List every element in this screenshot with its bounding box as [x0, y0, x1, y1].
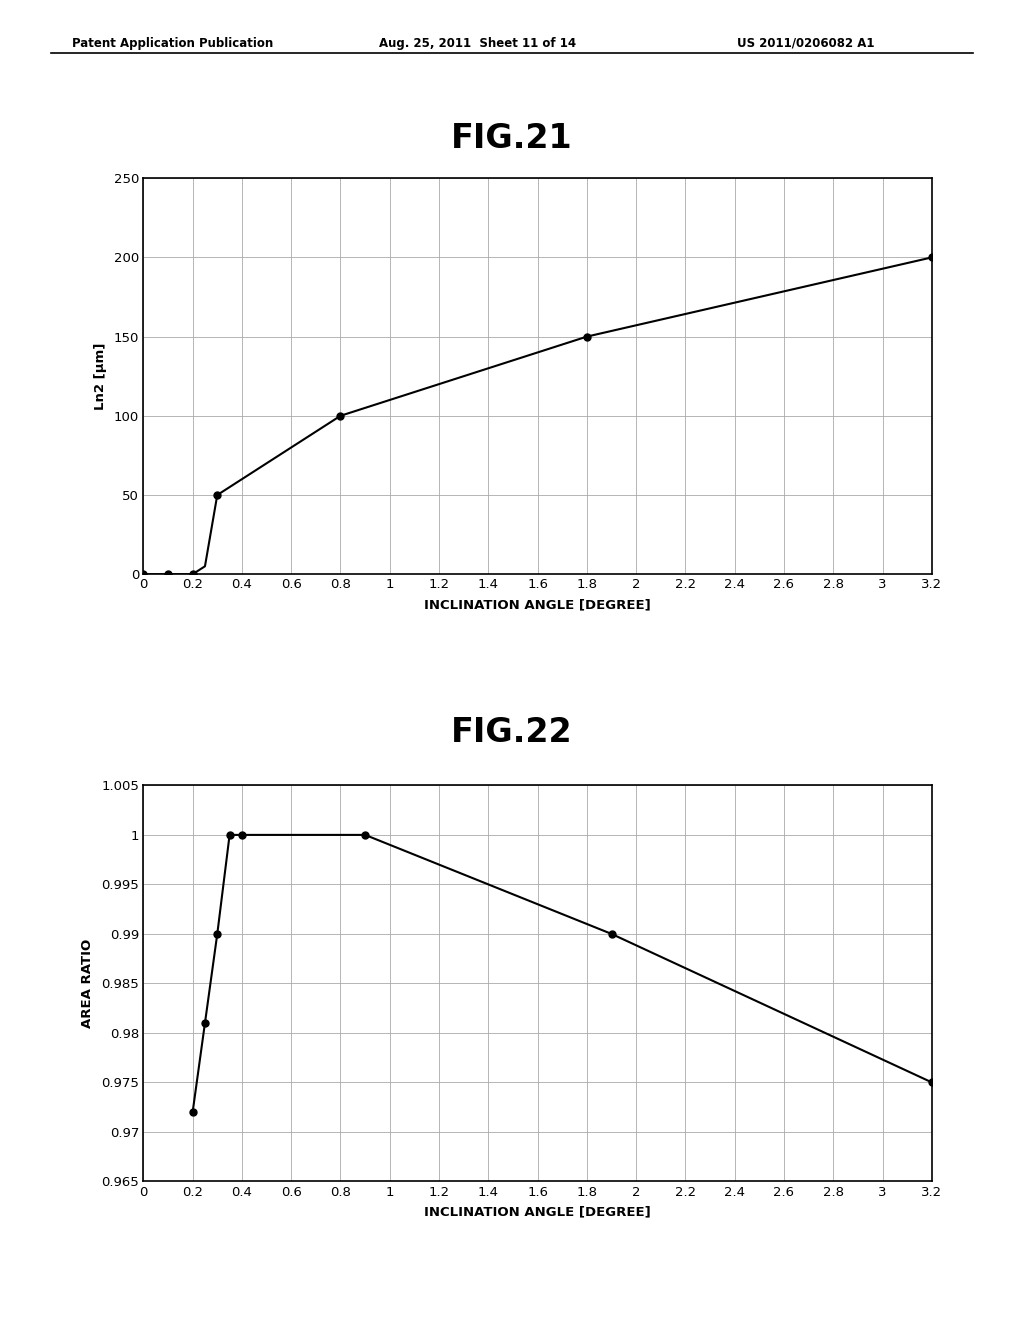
Text: Aug. 25, 2011  Sheet 11 of 14: Aug. 25, 2011 Sheet 11 of 14: [379, 37, 577, 50]
Y-axis label: AREA RATIO: AREA RATIO: [81, 939, 94, 1028]
Text: US 2011/0206082 A1: US 2011/0206082 A1: [737, 37, 874, 50]
Y-axis label: Ln2 [μm]: Ln2 [μm]: [94, 342, 106, 411]
Text: Patent Application Publication: Patent Application Publication: [72, 37, 273, 50]
Text: FIG.21: FIG.21: [452, 121, 572, 154]
X-axis label: INCLINATION ANGLE [DEGREE]: INCLINATION ANGLE [DEGREE]: [424, 1205, 651, 1218]
Text: FIG.22: FIG.22: [452, 715, 572, 750]
X-axis label: INCLINATION ANGLE [DEGREE]: INCLINATION ANGLE [DEGREE]: [424, 598, 651, 611]
